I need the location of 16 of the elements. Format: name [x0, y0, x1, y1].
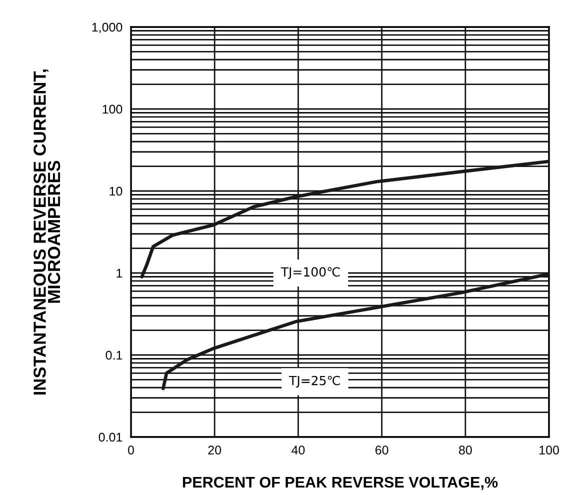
y-tick-label: 100	[102, 104, 122, 114]
y-axis-title: INSTANTANEOUS REVERSE CURRENT, MICROAMPERES	[34, 70, 60, 395]
y-tick-label: 0.1	[106, 350, 122, 360]
x-tick-label: 20	[208, 446, 222, 455]
y-tick-label: 1	[116, 268, 122, 278]
x-axis-title: PERCENT OF PEAK REVERSE VOLTAGE,%	[182, 476, 498, 490]
x-tick-label: 60	[375, 446, 388, 455]
annotation: TJ=100℃	[280, 267, 340, 279]
x-tick-label: 80	[458, 446, 472, 455]
y-tick-label: 10	[110, 186, 122, 196]
y-tick-label: 0.01	[98, 432, 122, 442]
x-tick-label: 0	[128, 446, 134, 455]
y-tick-label: 1,000	[92, 22, 122, 34]
x-tick-label: 100	[540, 446, 559, 455]
x-tick-label: 40	[292, 446, 305, 455]
annotation: TJ=25℃	[289, 376, 340, 388]
